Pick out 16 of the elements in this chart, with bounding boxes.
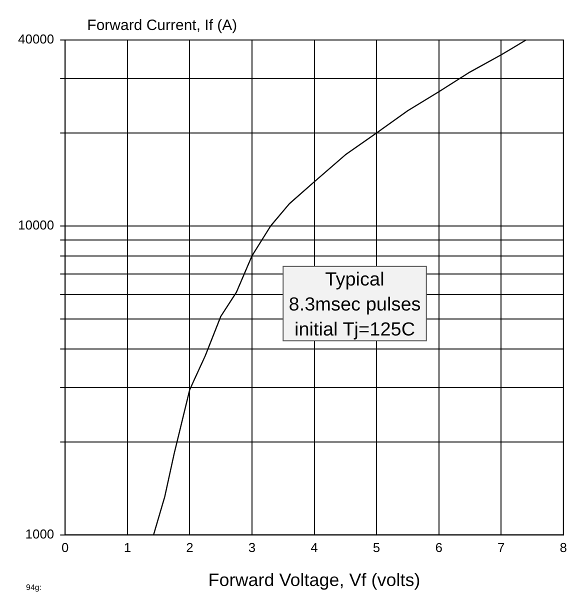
x-tick-label: 3 xyxy=(248,540,256,556)
x-tick-label: 7 xyxy=(497,540,505,556)
y-tick-label: 1000 xyxy=(25,526,54,542)
x-tick-label: 5 xyxy=(372,540,380,556)
x-tick-label: 8 xyxy=(560,540,567,556)
y-axis-title: Forward Current, If (A) xyxy=(87,17,238,34)
x-tick-label: 2 xyxy=(186,540,194,556)
y-tick-label: 40000 xyxy=(18,32,54,47)
x-axis-title: Forward Voltage, Vf (volts) xyxy=(208,570,420,590)
x-tick-label: 6 xyxy=(435,540,442,556)
x-tick-label: 0 xyxy=(62,540,69,556)
y-tick-label: 10000 xyxy=(18,218,54,233)
x-tick-label: 4 xyxy=(310,540,318,556)
annotation: Typical 8.3msec pulses initial Tj=125C xyxy=(288,270,421,340)
text: 94g: xyxy=(26,583,42,592)
x-tick-label: 1 xyxy=(124,540,132,556)
